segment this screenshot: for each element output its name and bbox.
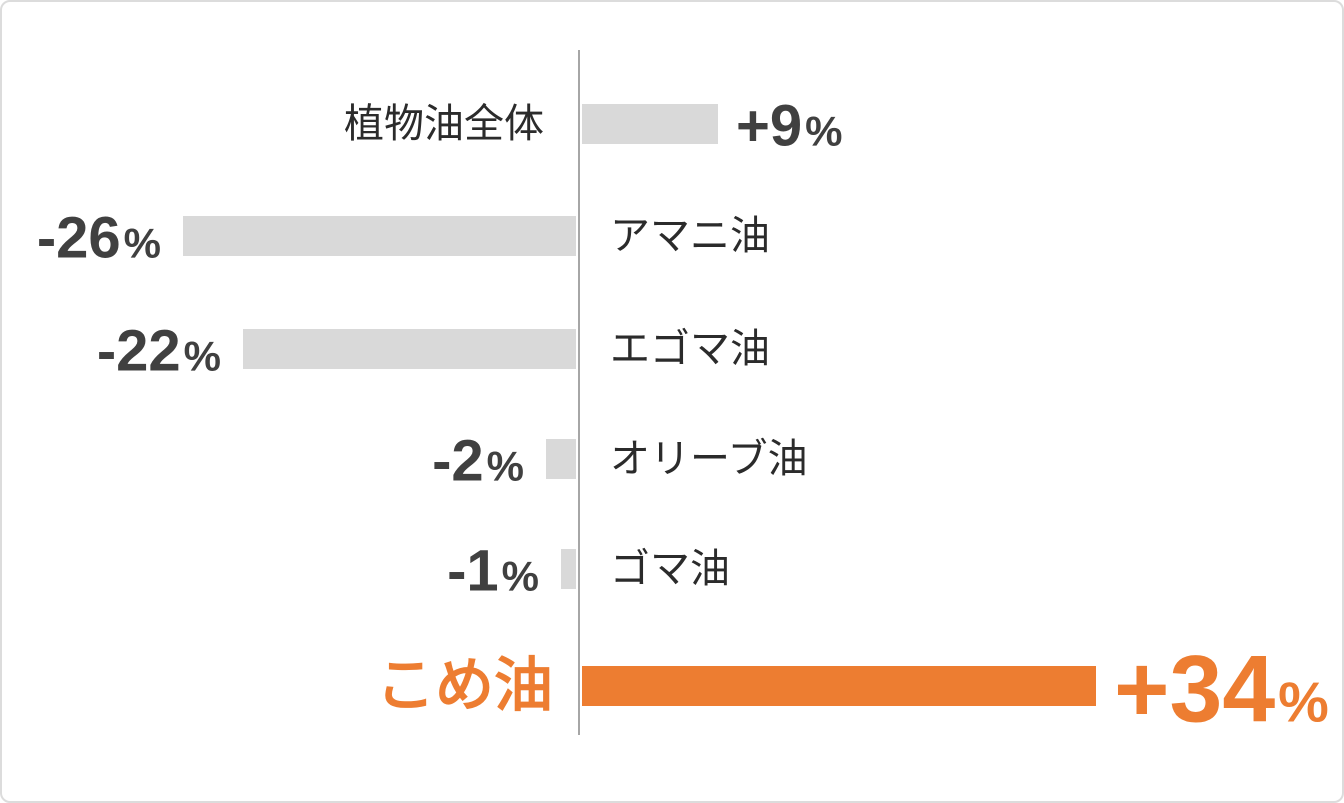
value-label: -1% bbox=[447, 542, 539, 600]
percent-sign: % bbox=[805, 107, 843, 155]
value-label: -26% bbox=[37, 209, 161, 267]
value-label: +34% bbox=[1114, 642, 1329, 737]
category-label: アマニ油 bbox=[610, 214, 770, 258]
percent-sign: % bbox=[486, 442, 524, 490]
bar bbox=[546, 439, 576, 479]
value-label: -22% bbox=[97, 322, 221, 380]
value-number: +34 bbox=[1114, 636, 1276, 743]
bar bbox=[582, 104, 718, 144]
highlight-bar bbox=[582, 666, 1096, 706]
percent-sign: % bbox=[501, 552, 539, 600]
bar bbox=[183, 216, 576, 256]
bar bbox=[561, 549, 576, 589]
value-number: +9 bbox=[736, 93, 803, 159]
value-label: +9% bbox=[736, 97, 843, 155]
category-label: オリーブ油 bbox=[610, 437, 808, 481]
value-number: -22 bbox=[96, 318, 181, 384]
percent-sign: % bbox=[1278, 670, 1329, 735]
value-number: -1 bbox=[447, 538, 499, 604]
percent-sign: % bbox=[183, 332, 221, 380]
category-label: こめ油 bbox=[375, 652, 553, 719]
percent-sign: % bbox=[123, 219, 161, 267]
category-label: エゴマ油 bbox=[610, 327, 770, 371]
value-number: -2 bbox=[432, 428, 484, 494]
value-number: -26 bbox=[36, 205, 121, 271]
category-label: ゴマ油 bbox=[610, 547, 730, 591]
category-label: 植物油全体 bbox=[344, 102, 544, 146]
zero-axis-line bbox=[578, 50, 580, 735]
bar bbox=[243, 329, 576, 369]
value-label: -2% bbox=[432, 432, 524, 490]
